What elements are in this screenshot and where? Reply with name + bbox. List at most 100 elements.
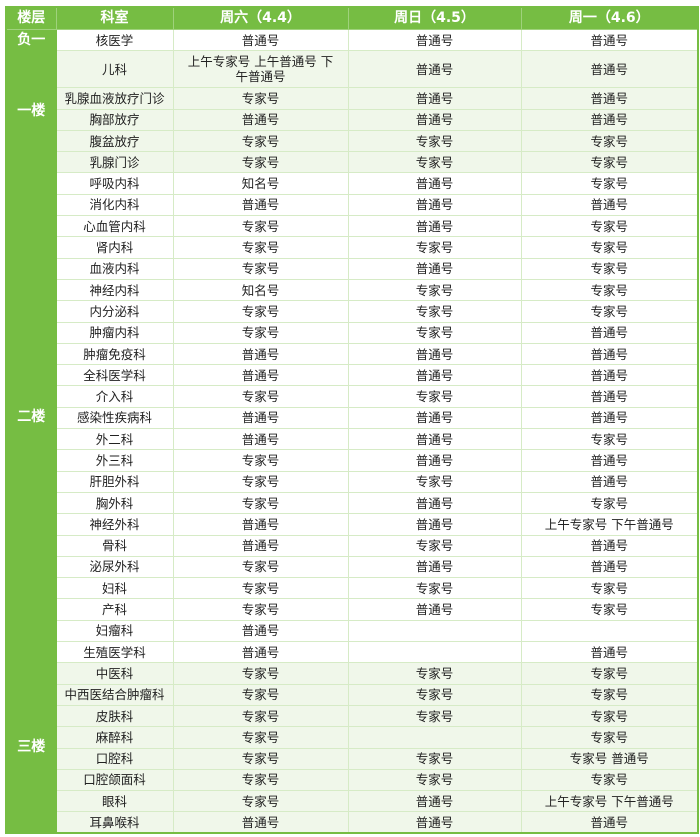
floor-label: 二楼 (5, 172, 57, 664)
slot-monday: 普通号 (520, 406, 699, 430)
slot-sunday: 专家号 (347, 747, 522, 770)
slot-monday: 普通号 (520, 385, 699, 408)
slot-sunday: 普通号 (347, 257, 522, 280)
slot-monday: 普通号 (520, 449, 699, 472)
slot-sunday: 专家号 (347, 768, 522, 792)
department-name: 乳腺血液放疗门诊 (55, 87, 174, 110)
table-row: 生殖医学科 普通号 普通号 (6, 641, 699, 664)
slot-monday: 普通号 (520, 28, 699, 52)
department-name: 感染性疾病科 (55, 406, 174, 430)
slot-monday: 专家号 (520, 598, 699, 621)
department-name: 肿瘤免疫科 (55, 342, 174, 366)
table-row: 心血管内科 专家号 普通号 专家号 (6, 215, 699, 238)
department-name: 腹盆放疗 (55, 129, 174, 153)
slot-saturday: 专家号 (172, 726, 349, 749)
slot-monday: 普通号 (520, 470, 699, 493)
department-name: 产科 (55, 598, 174, 621)
department-name: 生殖医学科 (55, 641, 174, 664)
table-row: 感染性疾病科 普通号 普通号 普通号 (6, 406, 699, 430)
department-name: 口腔颌面科 (55, 768, 174, 792)
department-name: 骨科 (55, 534, 174, 557)
table-row: 血液内科 专家号 普通号 专家号 (6, 257, 699, 280)
slot-sunday: 普通号 (347, 406, 522, 430)
department-name: 外二科 (55, 428, 174, 451)
header-department: 科室 (55, 6, 174, 30)
slot-sunday: 专家号 (347, 236, 522, 259)
table-row: 神经内科 知名号 专家号 专家号 (6, 278, 699, 302)
table-row: 泌尿外科 专家号 普通号 普通号 (6, 555, 699, 579)
table-row: 皮肤科 专家号 专家号 专家号 (6, 704, 699, 728)
department-name: 泌尿外科 (55, 555, 174, 579)
header-floor: 楼层 (5, 6, 57, 30)
slot-saturday: 知名号 (172, 172, 349, 195)
slot-sunday (347, 641, 522, 664)
slot-monday: 普通号 (520, 364, 699, 387)
department-name: 心血管内科 (55, 215, 174, 238)
slot-monday: 专家号 普通号 (520, 747, 699, 770)
slot-saturday: 普通号 (172, 811, 349, 834)
slot-saturday: 普通号 (172, 342, 349, 366)
slot-sunday: 专家号 (347, 385, 522, 408)
table-row: 神经外科 普通号 普通号 上午专家号 下午普通号 (6, 513, 699, 536)
slot-monday: 专家号 (520, 491, 699, 515)
slot-saturday: 专家号 (172, 449, 349, 472)
slot-monday: 专家号 (520, 172, 699, 195)
slot-sunday (347, 726, 522, 749)
table-row: 中西医结合肿瘤科 专家号 专家号 专家号 (6, 683, 699, 706)
slot-monday: 普通号 (520, 50, 699, 89)
table-row: 二楼 呼吸内科 知名号 普通号 专家号 (5, 172, 699, 664)
department-name: 肾内科 (55, 236, 174, 259)
table-row: 胸外科 专家号 普通号 专家号 (6, 491, 699, 515)
department-name: 肿瘤内科 (55, 321, 174, 344)
slot-saturday: 普通号 (172, 193, 349, 217)
slot-saturday: 专家号 (172, 598, 349, 621)
department-name: 胸外科 (55, 491, 174, 515)
slot-monday: 专家号 (520, 768, 699, 792)
slot-sunday: 普通号 (347, 555, 522, 579)
department-name: 胸部放疗 (55, 108, 174, 131)
department-name: 消化内科 (55, 193, 174, 217)
table-row: 肝胆外科 专家号 专家号 普通号 (6, 470, 699, 493)
slot-monday: 专家号 (520, 215, 699, 238)
slot-saturday: 普通号 (172, 108, 349, 131)
slot-monday: 上午专家号 下午普通号 (520, 790, 699, 813)
slot-sunday: 专家号 (347, 683, 522, 706)
slot-saturday: 普通号 (172, 428, 349, 451)
table-header: 楼层 科室 周六（4.4） 周日（4.5） 周一（4.6） (5, 6, 699, 30)
slot-saturday: 专家号 (172, 491, 349, 515)
slot-saturday: 专家号 (172, 300, 349, 323)
table-row: 产科 专家号 普通号 专家号 (6, 598, 699, 621)
slot-saturday: 专家号 (172, 129, 349, 153)
table-row: 肿瘤内科 专家号 专家号 普通号 (6, 321, 699, 344)
table-row: 外二科 普通号 普通号 专家号 (6, 428, 699, 451)
table-row: 妇科 专家号 专家号 专家号 (6, 577, 699, 600)
slot-monday: 普通号 (520, 534, 699, 557)
slot-sunday: 专家号 (347, 662, 522, 685)
slot-monday: 上午专家号 下午普通号 (520, 513, 699, 536)
slot-saturday: 专家号 (172, 321, 349, 344)
slot-sunday: 普通号 (347, 28, 522, 52)
table-row: 乳腺门诊 专家号 专家号 专家号 (6, 151, 699, 174)
department-name: 血液内科 (55, 257, 174, 280)
department-name: 外三科 (55, 449, 174, 472)
slot-saturday: 普通号 (172, 28, 349, 52)
slot-saturday: 专家号 (172, 555, 349, 579)
slot-sunday: 普通号 (347, 428, 522, 451)
slot-saturday: 专家号 (172, 683, 349, 706)
department-name: 皮肤科 (55, 704, 174, 728)
slot-saturday: 专家号 (172, 577, 349, 600)
slot-monday: 普通号 (520, 108, 699, 131)
slot-saturday: 专家号 (172, 790, 349, 813)
slot-sunday: 专家号 (347, 300, 522, 323)
table-row: 妇瘤科 普通号 (6, 619, 699, 643)
slot-sunday: 普通号 (347, 108, 522, 131)
slot-monday: 普通号 (520, 342, 699, 366)
slot-saturday: 专家号 (172, 470, 349, 493)
slot-sunday (347, 619, 522, 643)
slot-sunday: 普通号 (347, 364, 522, 387)
table-row: 消化内科 普通号 普通号 普通号 (6, 193, 699, 217)
table-row: 一楼 儿科 上午专家号 上午普通号 下午普通号 普通号 普通号 (5, 50, 699, 174)
slot-saturday: 专家号 (172, 768, 349, 792)
department-name: 乳腺门诊 (55, 151, 174, 174)
slot-saturday: 专家号 (172, 257, 349, 280)
